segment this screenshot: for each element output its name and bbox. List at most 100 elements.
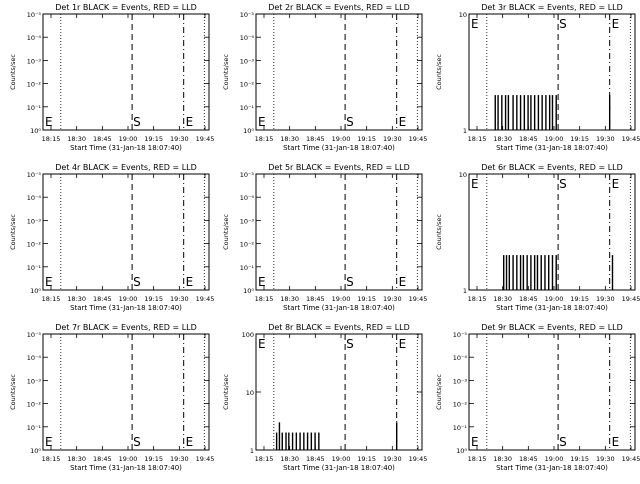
panel-title: Det 6r BLACK = Events, RED = LLD: [481, 163, 623, 172]
y-tick-label: 10⁰: [456, 447, 467, 455]
event-marker-label: S: [559, 435, 567, 449]
y-axis-label: Counts/sec: [435, 374, 443, 410]
y-axis-label: Counts/sec: [9, 214, 17, 250]
x-tick-label: 19:15: [144, 135, 163, 143]
panel-8: Det 8r BLACK = Events, RED = LLD Counts/s…: [222, 323, 427, 472]
x-tick-label: 18:15: [42, 135, 61, 143]
y-tick-label: 10⁻²: [240, 81, 255, 89]
event-marker-label: S: [559, 17, 567, 31]
x-tick-label: 18:30: [493, 295, 512, 303]
y-tick-label: 10⁰: [243, 287, 254, 295]
y-axis-label: Counts/sec: [222, 374, 230, 410]
x-tick-label: 18:30: [280, 295, 299, 303]
y-tick-label: 10⁻¹: [240, 264, 255, 272]
plot-frame: [468, 333, 636, 451]
panel-title: Det 1r BLACK = Events, RED = LLD: [55, 3, 197, 12]
y-tick-label: 10⁻³: [27, 377, 42, 385]
x-tick-label: 19:00: [119, 295, 138, 303]
y-axis-label: Counts/sec: [435, 214, 443, 250]
event-marker-label: S: [559, 177, 567, 191]
plot-frame: [42, 333, 210, 451]
y-tick-label: 10⁻⁵: [240, 11, 255, 19]
x-tick-label: 18:45: [93, 135, 112, 143]
x-tick-label: 19:00: [545, 135, 564, 143]
x-tick-label: 18:45: [519, 455, 538, 463]
event-marker-label: E: [186, 275, 194, 289]
event-marker-label: E: [399, 337, 407, 351]
x-tick-label: 19:45: [196, 455, 215, 463]
panel-title: Det 8r BLACK = Events, RED = LLD: [268, 323, 410, 332]
plot-frame: [42, 173, 210, 291]
x-axis-label: Start Time (31-Jan-18 18:07:40): [70, 464, 182, 472]
panel-3: Det 3r BLACK = Events, RED = LLD Counts/s…: [435, 3, 640, 152]
x-tick-label: 19:00: [332, 135, 351, 143]
y-tick-label: 10⁻²: [240, 241, 255, 249]
x-tick-label: 18:30: [493, 455, 512, 463]
x-tick-label: 19:30: [170, 455, 189, 463]
x-tick-label: 19:00: [545, 295, 564, 303]
x-axis-label: Start Time (31-Jan-18 18:07:40): [283, 464, 395, 472]
y-tick-label: 10⁻⁴: [27, 34, 42, 42]
x-tick-label: 18:15: [42, 455, 61, 463]
panel-title: Det 7r BLACK = Events, RED = LLD: [55, 323, 197, 332]
y-tick-label: 100: [242, 331, 254, 339]
event-marker-label: S: [346, 337, 354, 351]
x-axis-label: Start Time (31-Jan-18 18:07:40): [496, 144, 608, 152]
x-axis-label: Start Time (31-Jan-18 18:07:40): [70, 144, 182, 152]
event-marker-label: E: [45, 115, 53, 129]
event-marker-label: E: [399, 115, 407, 129]
x-tick-label: 19:00: [332, 295, 351, 303]
y-tick-label: 10⁻¹: [27, 424, 42, 432]
x-tick-label: 19:15: [144, 295, 163, 303]
y-tick-label: 10⁰: [30, 447, 41, 455]
x-tick-label: 18:45: [306, 135, 325, 143]
panel-title: Det 9r BLACK = Events, RED = LLD: [481, 323, 623, 332]
x-tick-label: 18:15: [468, 295, 487, 303]
x-tick-label: 19:30: [596, 455, 615, 463]
plot-frame: [255, 173, 423, 291]
plot-frame: [42, 13, 210, 131]
y-tick-label: 10⁻⁵: [27, 331, 42, 339]
x-tick-label: 19:45: [622, 295, 640, 303]
panel-9: Det 9r BLACK = Events, RED = LLD Counts/s…: [435, 323, 640, 472]
y-tick-label: 10⁻³: [453, 377, 468, 385]
y-tick-label: 1: [463, 287, 467, 295]
y-tick-label: 10⁻⁵: [240, 171, 255, 179]
y-tick-label: 10⁻³: [27, 217, 42, 225]
y-tick-label: 10⁻³: [240, 217, 255, 225]
x-tick-label: 19:15: [570, 135, 589, 143]
event-marker-label: E: [258, 275, 266, 289]
x-tick-label: 19:15: [357, 295, 376, 303]
event-marker-label: E: [612, 435, 620, 449]
x-tick-label: 18:30: [280, 455, 299, 463]
event-marker-label: E: [471, 177, 479, 191]
x-tick-label: 18:45: [306, 295, 325, 303]
event-marker-label: E: [399, 275, 407, 289]
y-tick-label: 10⁻¹: [27, 104, 42, 112]
y-tick-label: 10⁻⁴: [453, 354, 468, 362]
panel-4: Det 4r BLACK = Events, RED = LLD Counts/s…: [9, 163, 214, 312]
panel-title: Det 5r BLACK = Events, RED = LLD: [268, 163, 410, 172]
y-axis-label: Counts/sec: [222, 214, 230, 250]
x-tick-label: 19:30: [596, 295, 615, 303]
x-axis-label: Start Time (31-Jan-18 18:07:40): [283, 304, 395, 312]
y-axis-label: Counts/sec: [435, 54, 443, 90]
x-axis-label: Start Time (31-Jan-18 18:07:40): [283, 144, 395, 152]
panel-7: Det 7r BLACK = Events, RED = LLD Counts/s…: [9, 323, 214, 472]
x-tick-label: 19:45: [622, 135, 640, 143]
y-tick-label: 10⁰: [30, 127, 41, 135]
y-tick-label: 10⁰: [30, 287, 41, 295]
x-tick-label: 19:45: [409, 135, 428, 143]
x-tick-label: 19:00: [119, 135, 138, 143]
x-tick-label: 19:30: [383, 455, 402, 463]
x-tick-label: 19:00: [545, 455, 564, 463]
x-axis-label: Start Time (31-Jan-18 18:07:40): [496, 304, 608, 312]
y-tick-label: 10⁻²: [27, 241, 42, 249]
y-tick-label: 10⁻¹: [453, 424, 468, 432]
event-marker-label: E: [612, 17, 620, 31]
event-marker-label: E: [45, 435, 53, 449]
panel-title: Det 4r BLACK = Events, RED = LLD: [55, 163, 197, 172]
x-tick-label: 18:45: [93, 295, 112, 303]
x-tick-label: 18:30: [67, 135, 86, 143]
y-tick-label: 10: [459, 171, 467, 179]
